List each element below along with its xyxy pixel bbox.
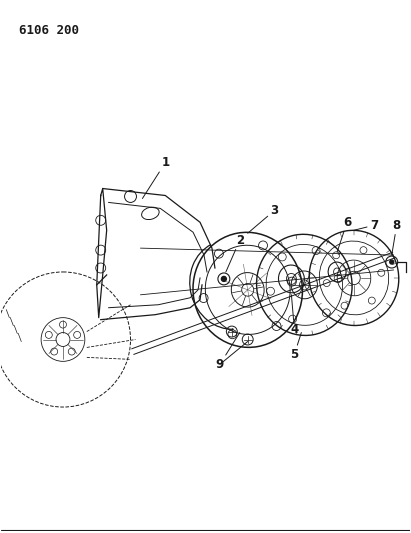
Text: 1: 1: [143, 156, 169, 198]
Text: 7: 7: [354, 219, 378, 232]
Text: 6106 200: 6106 200: [19, 23, 79, 37]
Text: 2: 2: [226, 233, 244, 272]
Text: 5: 5: [290, 333, 301, 361]
Text: 4: 4: [290, 295, 298, 336]
Text: 9: 9: [216, 333, 240, 371]
Text: 6: 6: [337, 216, 351, 252]
Circle shape: [390, 260, 394, 264]
Text: 3: 3: [248, 204, 279, 233]
Circle shape: [222, 277, 226, 281]
Text: 8: 8: [392, 219, 401, 255]
